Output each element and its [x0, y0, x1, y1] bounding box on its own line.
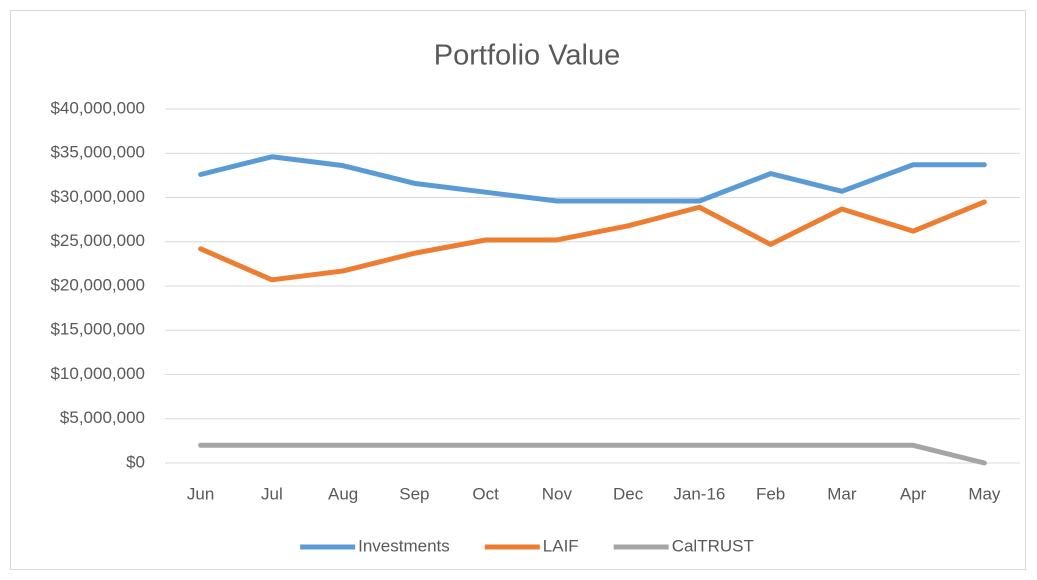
- x-tick-label: May: [968, 484, 1001, 503]
- x-tick-label: Mar: [827, 484, 857, 503]
- y-tick-label: $5,000,000: [60, 408, 145, 427]
- y-tick-label: $20,000,000: [50, 275, 145, 294]
- legend-label: LAIF: [543, 536, 579, 555]
- y-tick-label: $25,000,000: [50, 231, 145, 250]
- series-line: [198, 442, 987, 466]
- y-tick-label: $35,000,000: [50, 143, 145, 162]
- y-tick-label: $30,000,000: [50, 187, 145, 206]
- legend-label: Investments: [358, 536, 450, 555]
- legend-label: CalTRUST: [672, 536, 754, 555]
- y-tick-label: $15,000,000: [50, 320, 145, 339]
- series-line: [198, 199, 987, 283]
- x-tick-label: Jul: [261, 484, 283, 503]
- x-tick-label: Nov: [542, 484, 573, 503]
- x-tick-label: Jun: [187, 484, 214, 503]
- x-tick-label: Oct: [472, 484, 499, 503]
- chart-border: [10, 10, 1026, 570]
- x-tick-label: Jan-16: [673, 484, 725, 503]
- series-line: [198, 154, 987, 204]
- y-tick-label: $40,000,000: [50, 98, 145, 117]
- x-tick-label: Feb: [756, 484, 785, 503]
- y-tick-label: $10,000,000: [50, 364, 145, 383]
- chart-title: Portfolio Value: [434, 40, 620, 72]
- x-tick-label: Dec: [613, 484, 644, 503]
- x-tick-label: Sep: [399, 484, 429, 503]
- x-tick-label: Aug: [328, 484, 358, 503]
- y-tick-label: $0: [126, 452, 145, 471]
- x-tick-label: Apr: [900, 484, 927, 503]
